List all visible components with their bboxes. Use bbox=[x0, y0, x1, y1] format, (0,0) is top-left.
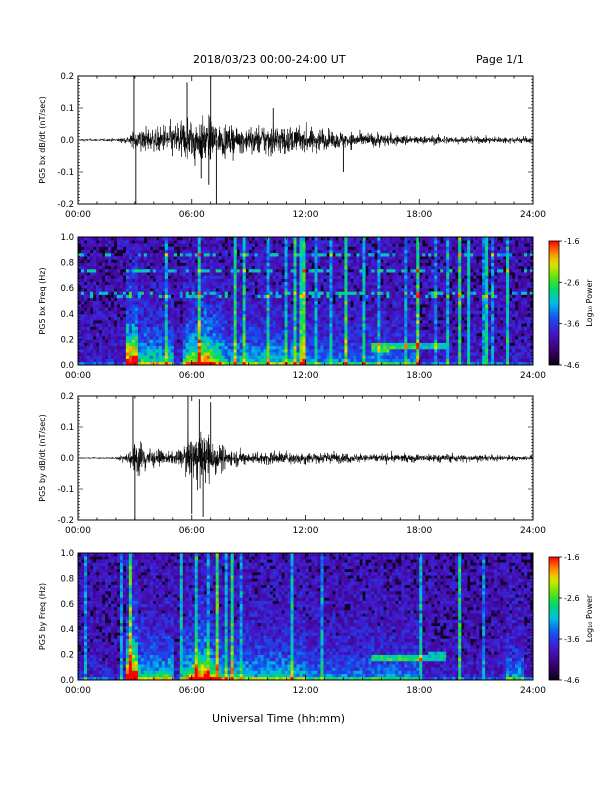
colorbar-tick-label: -1.6 bbox=[564, 237, 580, 246]
y-tick-label: 0.2 bbox=[60, 72, 74, 82]
colorbar-tick-label: -3.6 bbox=[564, 635, 580, 644]
colorbar-label: Log₁₀ Power bbox=[585, 594, 594, 642]
y-tick-label: 0.2 bbox=[60, 392, 74, 402]
y-tick-label: 0.4 bbox=[60, 310, 74, 320]
x-tick-label: 18:00 bbox=[406, 526, 432, 536]
colorbar-tick-label: -1.6 bbox=[564, 553, 580, 562]
x-tick-label: 00:00 bbox=[65, 686, 91, 696]
y-axis-label: PG5 bx Freq (Hz) bbox=[38, 267, 47, 334]
y-axis-label: PG5 by Freq (Hz) bbox=[38, 583, 47, 650]
spectrogram-2 bbox=[78, 237, 534, 366]
x-tick-label: 00:00 bbox=[65, 371, 91, 381]
y-axis-label: PG5 by dB/dt (nT/sec) bbox=[38, 414, 47, 501]
x-tick-label: 24:00 bbox=[520, 526, 546, 536]
colorbar-tick-label: -2.6 bbox=[564, 278, 580, 287]
x-tick-label: 24:00 bbox=[520, 371, 546, 381]
colorbar-2: -1.6 -2.6 -3.6 -4.6 Log₁₀ Power bbox=[548, 237, 594, 370]
x-tick-label: 12:00 bbox=[293, 526, 319, 536]
y-tick-label: 0.1 bbox=[60, 104, 74, 114]
colorbar-tick-label: -2.6 bbox=[564, 594, 580, 603]
page-number: Page 1/1 bbox=[476, 53, 524, 66]
series-3-waveform bbox=[77, 426, 534, 491]
y-tick-label: 0.0 bbox=[60, 361, 74, 371]
x-tick-label: 00:00 bbox=[65, 526, 91, 536]
y-tick-label: 0.2 bbox=[60, 335, 74, 345]
panel-2-axes: 00:00 06:00 12:00 18:00 24:00 0.0 0.2 0.4 0.6 0.8… bbox=[38, 233, 546, 381]
series-1-waveform bbox=[77, 114, 534, 166]
x-tick-label: 06:00 bbox=[179, 371, 205, 381]
x-tick-label: 06:00 bbox=[179, 210, 205, 220]
panel-4-axes: 00:00 06:00 12:00 18:00 24:00 0.0 0.2 0.4 0.6 0.8… bbox=[38, 549, 546, 696]
colorbar-label: Log₁₀ Power bbox=[585, 279, 594, 327]
colorbar-4: -1.6 -2.6 -3.6 -4.6 Log₁₀ Power bbox=[548, 553, 594, 685]
spectrogram-4 bbox=[78, 553, 534, 681]
x-tick-label: 18:00 bbox=[406, 371, 432, 381]
panel-1-axes: 00:00 06:00 12:00 18:00 24:00 -0.2 -0.1 0.0 0.1 0… bbox=[38, 72, 546, 220]
y-tick-label: 0.0 bbox=[60, 676, 74, 686]
x-tick-label: 12:00 bbox=[293, 371, 319, 381]
x-tick-label: 12:00 bbox=[293, 210, 319, 220]
y-tick-label: 0.2 bbox=[60, 651, 74, 661]
colorbar-tick-label: -3.6 bbox=[564, 320, 580, 329]
y-tick-label: -0.2 bbox=[57, 200, 74, 210]
y-tick-label: 0.0 bbox=[60, 454, 74, 464]
x-axis-label: Universal Time (hh:mm) bbox=[212, 712, 345, 725]
y-tick-label: 0.8 bbox=[60, 574, 74, 584]
x-tick-label: 18:00 bbox=[406, 686, 432, 696]
colorbar-tick-label: -4.6 bbox=[564, 361, 580, 370]
y-tick-label: 0.1 bbox=[60, 423, 74, 433]
y-tick-label: 0.6 bbox=[60, 284, 74, 294]
y-tick-label: -0.1 bbox=[57, 485, 74, 495]
chart-title: 2018/03/23 00:00-24:00 UT bbox=[193, 53, 346, 66]
x-tick-label: 12:00 bbox=[293, 686, 319, 696]
y-tick-label: 0.4 bbox=[60, 625, 74, 635]
y-tick-label: 0.6 bbox=[60, 600, 74, 610]
y-tick-label: 1.0 bbox=[60, 549, 74, 559]
panel-3-axes: 00:00 06:00 12:00 18:00 24:00 -0.2 -0.1 0.0 0.1 0… bbox=[38, 392, 546, 536]
x-tick-label: 18:00 bbox=[406, 210, 432, 220]
y-tick-label: -0.2 bbox=[57, 516, 74, 526]
x-tick-label: 24:00 bbox=[520, 686, 546, 696]
y-tick-label: -0.1 bbox=[57, 168, 74, 178]
colorbar-tick-label: -4.6 bbox=[564, 676, 580, 685]
y-tick-label: 0.0 bbox=[60, 136, 74, 146]
y-axis-label: PG5 bx dB/dt (nT/sec) bbox=[38, 96, 47, 183]
x-tick-label: 06:00 bbox=[179, 526, 205, 536]
y-tick-label: 1.0 bbox=[60, 233, 74, 243]
x-tick-label: 06:00 bbox=[179, 686, 205, 696]
x-tick-label: 00:00 bbox=[65, 210, 91, 220]
x-tick-label: 24:00 bbox=[520, 210, 546, 220]
y-tick-label: 0.8 bbox=[60, 259, 74, 269]
